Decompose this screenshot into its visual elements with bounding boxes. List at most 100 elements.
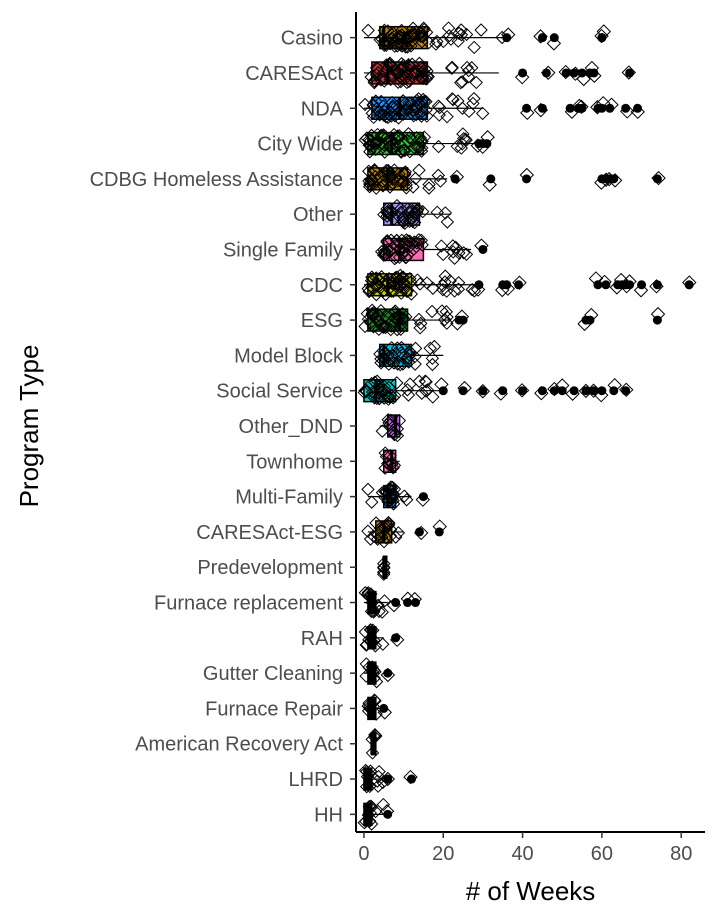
- jitter-point: [365, 495, 379, 509]
- jitter-point: [454, 28, 469, 42]
- outlier-jitter: [519, 167, 535, 183]
- outlier-point: [383, 668, 393, 678]
- jitter-point: [386, 497, 401, 511]
- x-tick-label: 80: [670, 843, 692, 865]
- outlier-jitter: [619, 382, 634, 398]
- jitter-point: [401, 30, 416, 44]
- y-axis-title: Program Type: [14, 345, 44, 508]
- jitter-point: [362, 799, 377, 814]
- jitter-point: [420, 109, 434, 123]
- jitter-point: [405, 211, 419, 225]
- jitter-point: [406, 65, 420, 80]
- y-tick-label: Multi-Family: [235, 487, 343, 509]
- jitter-point: [383, 482, 397, 496]
- jitter-point: [401, 127, 416, 141]
- jitter-point: [382, 390, 397, 404]
- jitter-point: [418, 62, 432, 76]
- jitter-point: [376, 284, 390, 298]
- jitter-point: [358, 97, 372, 112]
- jitter-point: [378, 309, 393, 323]
- outlier-jitter: [594, 28, 609, 44]
- outlier-jitter: [457, 380, 472, 396]
- jitter-point: [393, 70, 407, 84]
- outlier-jitter: [533, 29, 548, 44]
- jitter-point: [404, 287, 419, 301]
- jitter-point: [402, 214, 417, 229]
- outlier-point: [541, 68, 551, 78]
- jitter-point: [467, 284, 482, 298]
- x-tick-label: 40: [511, 843, 533, 865]
- outlier-jitter: [434, 377, 449, 392]
- jitter-point: [378, 287, 393, 302]
- jitter-point: [372, 104, 387, 119]
- jitter-point: [367, 74, 382, 88]
- jitter-point: [394, 138, 408, 153]
- jitter-point: [459, 133, 473, 147]
- jitter-point: [377, 561, 391, 575]
- jitter-point: [369, 181, 383, 195]
- jitter-point: [397, 174, 411, 189]
- jitter-point: [432, 100, 447, 115]
- jitter-point: [415, 134, 429, 149]
- jitter-point: [394, 346, 408, 360]
- jitter-point: [414, 134, 428, 149]
- jitter-point: [415, 386, 429, 400]
- jitter-point: [415, 65, 429, 79]
- jitter-point: [447, 284, 462, 298]
- outlier-point: [518, 386, 528, 396]
- x-tick-labels: 0 20 40 60 80: [358, 843, 692, 865]
- jitter-point: [396, 281, 410, 296]
- y-tick-label: HH: [314, 804, 343, 826]
- jitter-point: [433, 174, 448, 188]
- jitter-point: [366, 605, 381, 619]
- box-group: [363, 590, 420, 615]
- outlier-point: [518, 68, 528, 78]
- jitter-point: [400, 103, 414, 117]
- jitter-point: [397, 103, 411, 118]
- jitter-point: [390, 322, 404, 337]
- jitter-point: [413, 29, 428, 43]
- jitter-point: [388, 389, 402, 403]
- jitter-point: [412, 233, 426, 247]
- outlier-jitter: [389, 632, 405, 648]
- jitter-point: [451, 34, 465, 48]
- jitter-point: [394, 286, 408, 300]
- jitter-point: [364, 604, 379, 619]
- jitter-point: [362, 132, 376, 147]
- jitter-point: [418, 374, 432, 388]
- jitter-point: [460, 60, 474, 75]
- outlier-jitter: [400, 591, 416, 606]
- outlier-jitter: [601, 171, 617, 187]
- jitter-point: [449, 240, 463, 255]
- y-tick-label: CDC: [300, 275, 343, 297]
- jitter-point: [390, 281, 405, 295]
- jitter-point: [384, 105, 398, 119]
- jitter-point: [444, 32, 458, 46]
- y-tick-label: American Recovery Act: [135, 734, 343, 756]
- jitter-point: [391, 111, 406, 125]
- jitter-point: [385, 457, 399, 471]
- jitter-point: [387, 356, 401, 370]
- jitter-point: [371, 779, 385, 793]
- jitter-point: [450, 139, 464, 154]
- jitter-point: [358, 763, 373, 778]
- jitter-point: [369, 278, 383, 292]
- jitter-point: [431, 139, 446, 154]
- jitter-point: [456, 246, 471, 260]
- jitter-point: [453, 75, 468, 90]
- outlier-jitter: [432, 519, 447, 534]
- x-tick-label: 0: [358, 843, 369, 865]
- jitter-point: [447, 251, 462, 265]
- jitter-point: [377, 560, 391, 574]
- jitter-point: [459, 247, 474, 262]
- jitter-point: [442, 29, 456, 43]
- jitter-point: [410, 236, 424, 250]
- jitter-point: [376, 320, 391, 334]
- outlier-jitter: [547, 381, 562, 397]
- jitter-point: [402, 131, 417, 145]
- jitter-point: [367, 391, 382, 405]
- jitter-point: [372, 322, 386, 337]
- jitter-point: [390, 65, 404, 80]
- jitter-point: [381, 495, 395, 509]
